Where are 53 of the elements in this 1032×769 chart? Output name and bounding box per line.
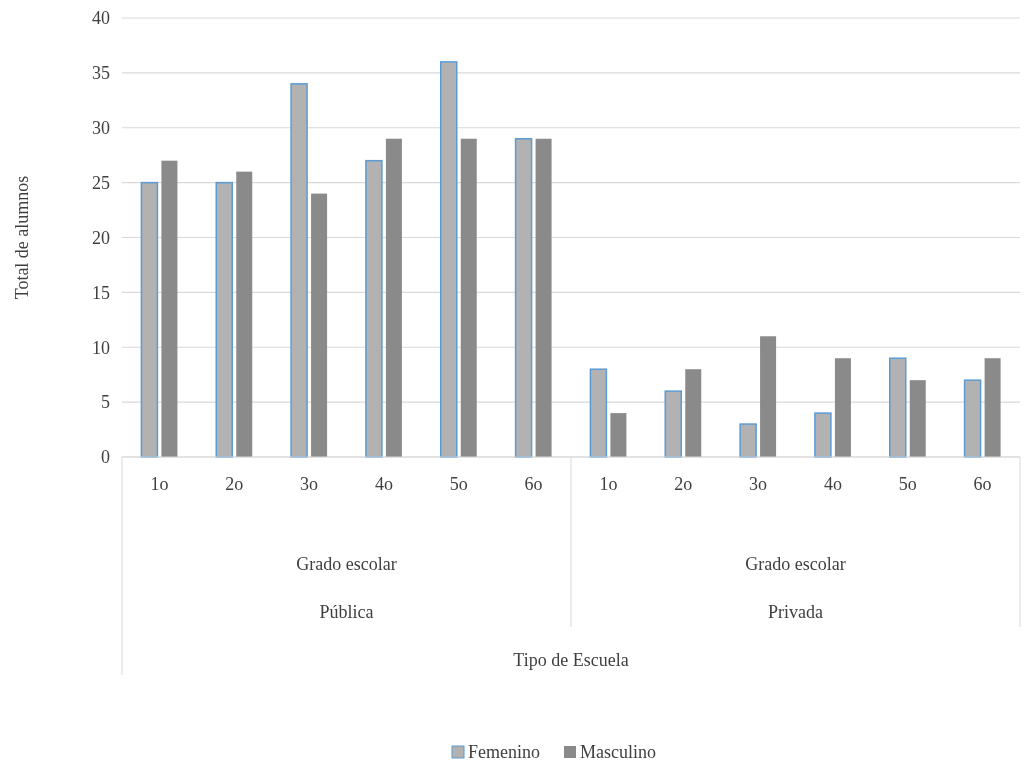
x-tick-label: 1o [599, 474, 618, 494]
bar [909, 380, 926, 457]
bar [963, 379, 982, 458]
bar [814, 412, 832, 458]
bar [889, 357, 907, 458]
text: Grado escolar [296, 554, 397, 574]
y-tick-label: 5 [101, 392, 110, 413]
bar [834, 358, 851, 457]
y-tick-label: 25 [92, 172, 110, 193]
bar [365, 159, 383, 458]
bar [311, 193, 328, 457]
bar [215, 181, 233, 458]
bar [140, 181, 159, 458]
bar [664, 390, 682, 458]
x-tick-label: 5o [449, 474, 468, 494]
x-tick-label: 5o [898, 474, 917, 494]
bar [984, 358, 1001, 457]
x-tick-label: 3o [300, 474, 319, 494]
bar [760, 336, 777, 457]
legend-label: Masculino [580, 742, 656, 762]
bar [385, 138, 402, 457]
y-tick-label: 15 [92, 282, 110, 303]
bar [535, 138, 552, 457]
y-tick-label: 40 [92, 8, 110, 29]
y-tick-label: 20 [92, 227, 110, 248]
text: Tipo de Escuela [513, 650, 629, 670]
x-tick-label: 3o [749, 474, 768, 494]
x-tick-label: 6o [524, 474, 543, 494]
y-tick-label: 35 [92, 63, 110, 84]
x-tick-label: 2o [225, 474, 244, 494]
bar [685, 369, 702, 457]
bar [514, 137, 533, 458]
bar [460, 138, 477, 457]
x-tick-label: 2o [674, 474, 693, 494]
x-tick-label: 4o [823, 474, 842, 494]
text: Grado escolar [745, 554, 846, 574]
y-tick-label: 10 [92, 337, 110, 358]
x-tick-label: 6o [973, 474, 992, 494]
text: Privada [768, 602, 823, 622]
x-tick-label: 1o [150, 474, 169, 494]
y-tick-label: 30 [92, 118, 110, 139]
bar [290, 83, 308, 458]
bar [739, 423, 757, 458]
y-tick-label: 0 [101, 447, 110, 468]
x-tick-label: 4o [374, 474, 393, 494]
bar [610, 413, 627, 457]
text: Pública [319, 602, 374, 622]
bar [236, 171, 253, 457]
bar [161, 160, 178, 457]
y-axis-title: Total de alumnos [12, 175, 33, 300]
bar [589, 368, 608, 458]
bar [440, 61, 458, 458]
legend-label: Femenino [468, 742, 540, 762]
